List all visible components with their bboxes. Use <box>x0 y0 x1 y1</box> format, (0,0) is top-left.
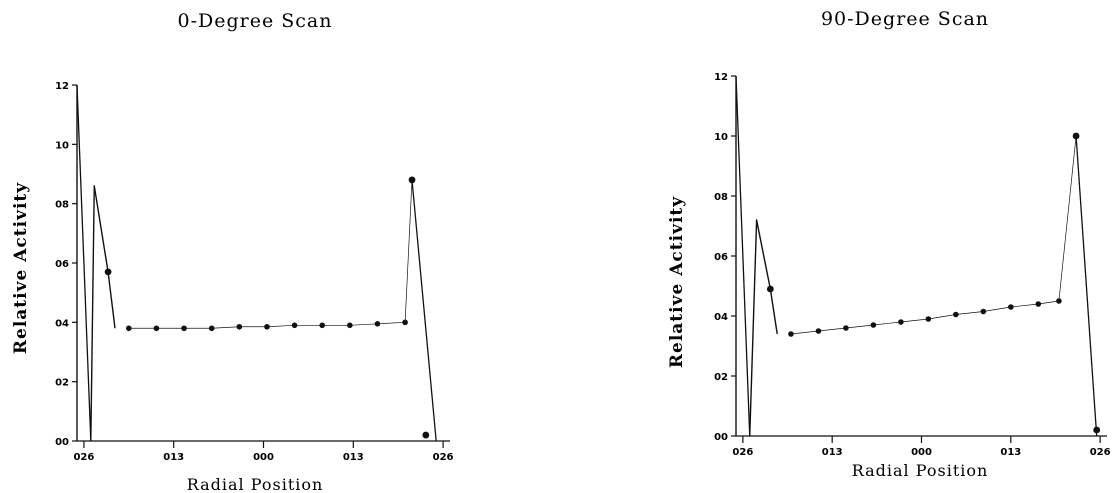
data-point <box>898 319 904 325</box>
data-point <box>126 325 132 332</box>
data-point <box>374 321 381 327</box>
y-tick-label: 10 <box>714 132 728 143</box>
data-point <box>153 325 160 332</box>
data-point <box>291 322 298 329</box>
data-point <box>402 319 408 326</box>
y-axis-label: Relative Activity <box>667 196 687 368</box>
data-point <box>815 328 822 334</box>
series-peak-left <box>90 185 116 442</box>
x-axis-label: Radial Position <box>187 475 324 493</box>
plot-marks <box>735 75 1101 437</box>
data-point <box>1056 298 1062 304</box>
series-plateau-line <box>128 179 413 329</box>
data-point <box>236 323 243 330</box>
x-tick-label: 026 <box>73 452 94 463</box>
series-plateau-line <box>790 135 1077 335</box>
y-tick-label: 04 <box>55 318 69 329</box>
y-tick-label: 06 <box>55 259 69 270</box>
data-point <box>925 316 932 322</box>
y-tick-label: 00 <box>714 432 728 443</box>
data-point <box>264 323 270 330</box>
x-tick-label: 000 <box>253 452 274 463</box>
data-point <box>1035 301 1042 307</box>
data-point <box>1008 304 1014 310</box>
x-tick-label: 000 <box>911 447 932 458</box>
data-point <box>870 322 877 328</box>
y-tick-label: 08 <box>714 192 728 203</box>
y-tick-label: 02 <box>55 378 69 389</box>
series-peak-left <box>749 219 778 437</box>
data-point-highlight <box>408 176 416 184</box>
x-tick-label: 026 <box>1090 447 1111 458</box>
data-point-highlight <box>1093 426 1101 434</box>
y-axis-label: Relative Activity <box>11 182 31 354</box>
axes: 00 02 04 06 08 10 12 026 013 000 013 026 <box>714 72 1111 458</box>
x-tick-label: 013 <box>1000 447 1021 458</box>
y-tick-label: 02 <box>714 372 728 383</box>
x-axis-label: Radial Position <box>852 461 989 480</box>
data-point <box>347 322 353 329</box>
x-tick-label: 026 <box>732 447 753 458</box>
y-tick-label: 12 <box>714 72 728 83</box>
chart-90-degree-scan: 90-Degree Scan Relative Activity Radial … <box>667 8 1111 480</box>
x-tick-label: 026 <box>433 452 454 463</box>
y-tick-label: 00 <box>55 437 69 448</box>
chart-title: 90-Degree Scan <box>821 8 989 30</box>
y-tick-label: 12 <box>55 81 69 92</box>
data-point-highlight <box>766 285 774 293</box>
data-point <box>319 322 326 329</box>
data-point <box>788 331 794 337</box>
data-point-highlight <box>422 431 430 439</box>
chart-title: 0-Degree Scan <box>178 10 333 32</box>
series-edge-left <box>735 75 751 437</box>
data-point <box>953 311 959 318</box>
y-tick-label: 08 <box>55 200 69 211</box>
data-point <box>843 325 849 331</box>
data-point-highlight <box>104 268 112 276</box>
x-tick-label: 013 <box>343 452 364 463</box>
data-point <box>980 308 987 315</box>
chart-0-degree-scan: 0-Degree Scan Relative Activity Radial P… <box>11 10 454 493</box>
x-tick-label: 013 <box>163 452 184 463</box>
series-edge-left <box>76 84 92 442</box>
series-edge-right <box>411 179 437 442</box>
data-point <box>208 325 215 332</box>
y-tick-label: 06 <box>714 252 728 263</box>
data-point-highlight <box>1072 132 1080 140</box>
y-tick-label: 10 <box>55 140 69 151</box>
plot-marks <box>76 84 437 442</box>
series-edge-right <box>1075 135 1098 437</box>
x-tick-label: 013 <box>822 447 843 458</box>
axes: 00 02 04 06 08 10 12 026 013 000 013 026 <box>55 81 453 463</box>
data-point <box>181 325 187 332</box>
y-tick-label: 04 <box>714 312 728 323</box>
